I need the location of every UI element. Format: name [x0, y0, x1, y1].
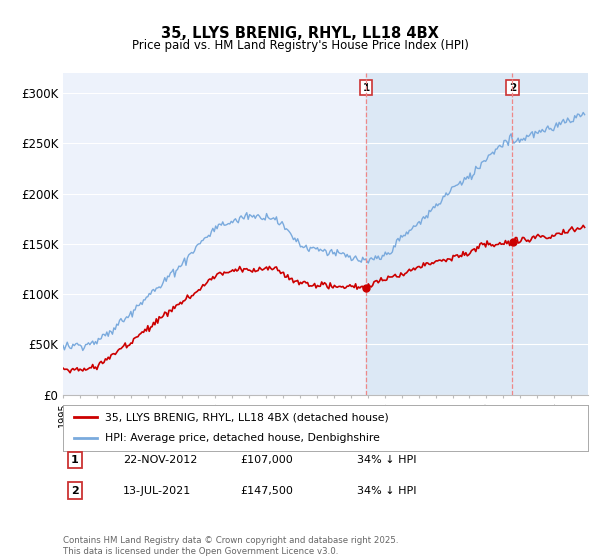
Text: 1: 1 — [71, 455, 79, 465]
Text: 2: 2 — [71, 486, 79, 496]
Text: 1: 1 — [362, 83, 370, 93]
Text: Price paid vs. HM Land Registry's House Price Index (HPI): Price paid vs. HM Land Registry's House … — [131, 39, 469, 53]
Text: Contains HM Land Registry data © Crown copyright and database right 2025.
This d: Contains HM Land Registry data © Crown c… — [63, 536, 398, 556]
Bar — [366, 73, 588, 395]
Text: 34% ↓ HPI: 34% ↓ HPI — [357, 486, 416, 496]
Text: £107,000: £107,000 — [240, 455, 293, 465]
Text: 13-JUL-2021: 13-JUL-2021 — [123, 486, 191, 496]
Text: 34% ↓ HPI: 34% ↓ HPI — [357, 455, 416, 465]
Text: 22-NOV-2012: 22-NOV-2012 — [123, 455, 197, 465]
Text: 35, LLYS BRENIG, RHYL, LL18 4BX: 35, LLYS BRENIG, RHYL, LL18 4BX — [161, 26, 439, 41]
Text: £147,500: £147,500 — [240, 486, 293, 496]
Text: HPI: Average price, detached house, Denbighshire: HPI: Average price, detached house, Denb… — [105, 433, 380, 444]
Text: 2: 2 — [509, 83, 516, 93]
Text: 35, LLYS BRENIG, RHYL, LL18 4BX (detached house): 35, LLYS BRENIG, RHYL, LL18 4BX (detache… — [105, 412, 389, 422]
